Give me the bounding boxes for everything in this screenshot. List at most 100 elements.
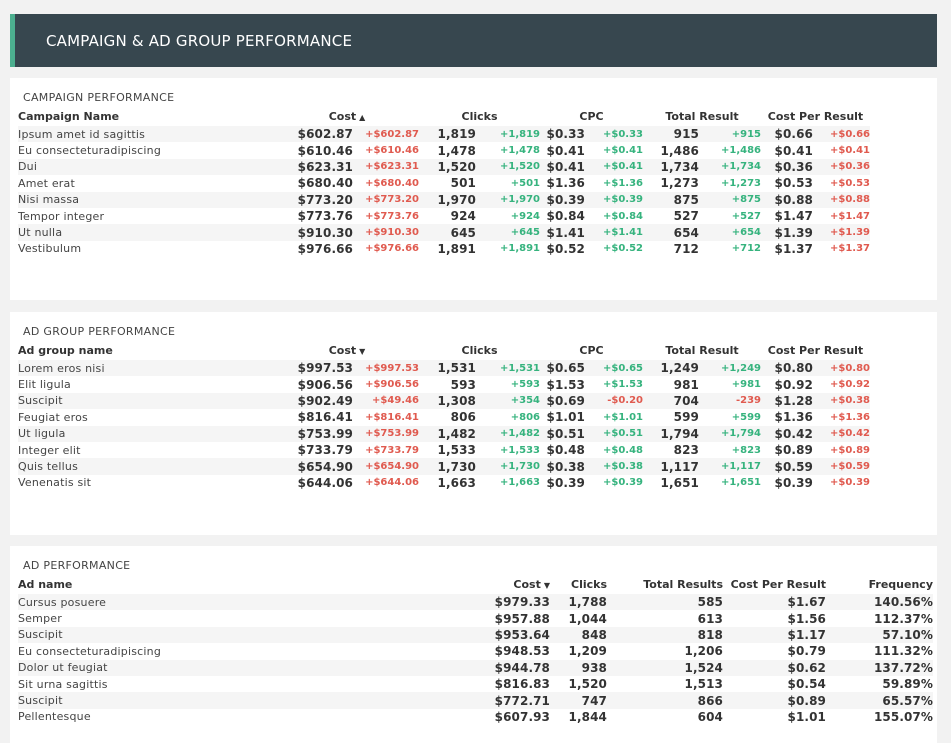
cpr-value: $0.59 xyxy=(774,459,813,474)
table-row[interactable]: Sit urna sagittis $816.83 1,520 1,513 $0.54 5… xyxy=(18,676,933,692)
row-name: Ipsum amet id sagittis xyxy=(18,127,146,141)
column-header-clicks[interactable]: Clicks xyxy=(461,344,498,357)
column-header-cost-per-result[interactable]: Cost Per Result xyxy=(767,110,864,123)
cpc-value: $0.41 xyxy=(546,159,585,174)
table-row[interactable]: Ut nulla $910.30 +$910.30 645 +645 $1.41 +$1.4… xyxy=(18,224,870,241)
result-delta: +1,794 xyxy=(720,428,761,440)
clicks-value: 1,308 xyxy=(437,393,476,408)
result-value: 527 xyxy=(673,209,699,224)
column-header-cost-per-result[interactable]: Cost Per Result xyxy=(767,344,864,357)
clicks-value: 593 xyxy=(450,377,476,392)
table-row[interactable]: Eu consecteturadipiscing $948.53 1,209 1,20… xyxy=(18,643,933,659)
table-row[interactable]: Pellentesque $607.93 1,844 604 $1.01 155.07% xyxy=(18,709,933,725)
column-header-frequency[interactable]: Frequency xyxy=(868,578,933,591)
table-row[interactable]: Tempor integer $773.76 +$773.76 924 +924 $0.8… xyxy=(18,208,870,224)
clicks-value: 1,478 xyxy=(437,143,476,158)
cpr-value: $0.80 xyxy=(774,361,813,376)
cpr-delta: +$0.42 xyxy=(829,428,870,440)
table-row[interactable]: Lorem eros nisi $997.53 +$997.53 1,531 +1,53… xyxy=(18,360,870,377)
cpc-delta: +$0.38 xyxy=(602,461,643,473)
clicks-value: 1,891 xyxy=(437,241,476,256)
column-header-cost[interactable]: Cost ▼ xyxy=(328,344,366,357)
column-header-ad-name[interactable]: Ad name xyxy=(18,578,73,591)
table-row[interactable]: Suscipit $772.71 747 866 $0.89 65.57% xyxy=(18,692,933,709)
table-row[interactable]: Amet erat $680.40 +$680.40 501 +501 $1.36 +$1.… xyxy=(18,175,870,191)
cost-value: $906.56 xyxy=(297,377,353,392)
cost-value: $654.90 xyxy=(297,459,353,474)
table-row[interactable]: Suscipit $953.64 848 818 $1.17 57.10% xyxy=(18,626,933,644)
row-name: Ut nulla xyxy=(18,226,63,240)
cost-value: $944.78 xyxy=(494,660,550,675)
clicks-delta: +1,970 xyxy=(499,194,540,206)
card-title: AD GROUP PERFORMANCE xyxy=(23,325,176,338)
cpc-value: $1.36 xyxy=(546,176,585,191)
row-name: Dolor ut feugiat xyxy=(18,661,108,675)
cpc-delta: +$0.51 xyxy=(602,428,643,440)
cpc-value: $0.41 xyxy=(546,143,585,158)
column-header-campaign-name[interactable]: Campaign Name xyxy=(18,110,120,123)
cpr-value: $0.62 xyxy=(787,660,826,675)
row-name: Integer elit xyxy=(18,443,81,457)
result-value: 1,249 xyxy=(660,361,699,376)
clicks-delta: +354 xyxy=(510,395,540,407)
column-header-total-result[interactable]: Total Result xyxy=(665,344,739,357)
column-header-clicks[interactable]: Clicks xyxy=(571,578,607,591)
table-row[interactable]: Venenatis sit $644.06 +$644.06 1,663 +1,663 $… xyxy=(18,475,870,491)
column-header-cost[interactable]: Cost ▲ xyxy=(328,110,366,123)
table-row[interactable]: Vestibulum $976.66 +$976.66 1,891 +1,891 $0.5… xyxy=(18,241,870,257)
cpr-value: $1.39 xyxy=(774,225,813,240)
cost-value: $607.93 xyxy=(494,709,550,724)
cpr-value: $1.67 xyxy=(787,595,826,610)
chevron-down-icon: ▼ xyxy=(359,347,366,356)
column-header-cost[interactable]: Cost ▼ xyxy=(513,578,550,591)
table-row[interactable]: Dui $623.31 +$623.31 1,520 +1,520 $0.41 +$0.41… xyxy=(18,158,870,176)
clicks-value: 806 xyxy=(450,410,476,425)
cpr-value: $0.41 xyxy=(774,143,813,158)
clicks-delta: +1,891 xyxy=(499,243,540,255)
column-header-cpc[interactable]: CPC xyxy=(579,110,604,123)
column-header-cpc[interactable]: CPC xyxy=(579,344,604,357)
table-row[interactable]: Cursus posuere $979.33 1,788 585 $1.67 140.56… xyxy=(18,594,933,611)
table-row[interactable]: Dolor ut feugiat $944.78 938 1,524 $0.62 137.… xyxy=(18,659,933,676)
column-header-clicks[interactable]: Clicks xyxy=(461,110,498,123)
table-row[interactable]: Semper $957.88 1,044 613 $1.56 112.37% xyxy=(18,610,933,626)
table-row[interactable]: Eu consecteturadipiscing $610.46 +$610.46 1… xyxy=(18,142,870,158)
cpr-value: $0.89 xyxy=(774,443,813,458)
column-header-total-results[interactable]: Total Results xyxy=(643,578,723,591)
frequency-value: 111.32% xyxy=(873,644,933,659)
clicks-value: 1,819 xyxy=(437,127,476,142)
campaign-performance-card: CAMPAIGN PERFORMANCE Campaign Name Cost ▲… xyxy=(10,78,937,300)
result-delta: +1,486 xyxy=(720,145,761,157)
table-row[interactable]: Suscipit $902.49 +$49.46 1,308 +354 $0.69 -$0.… xyxy=(18,392,870,410)
clicks-value: 1,482 xyxy=(437,426,476,441)
cpr-delta: +$0.53 xyxy=(829,177,870,189)
cost-value: $816.41 xyxy=(297,410,353,425)
cpc-value: $1.01 xyxy=(546,410,585,425)
table-row[interactable]: Elit ligula $906.56 +$906.56 593 +593 $1.53 +$… xyxy=(18,376,870,392)
table-row[interactable]: Nisi massa $773.20 +$773.20 1,970 +1,970 $0.3… xyxy=(18,191,870,208)
cost-delta: +$733.79 xyxy=(365,444,419,456)
ad-performance-card: AD PERFORMANCE Ad name Cost ▼ Clicks Tota… xyxy=(10,546,937,743)
cpr-delta: +$0.66 xyxy=(829,128,870,140)
cost-delta: +$654.90 xyxy=(365,461,419,473)
table-row[interactable]: Ut ligula $753.99 +$753.99 1,482 +1,482 $0.51… xyxy=(18,425,870,442)
cpr-delta: +$0.41 xyxy=(829,145,870,157)
result-value: 915 xyxy=(673,127,699,142)
chevron-up-icon: ▲ xyxy=(359,113,366,122)
cpr-delta: +$0.80 xyxy=(829,362,870,374)
table-row[interactable]: Feugiat eros $816.41 +$816.41 806 +806 $1.01 +… xyxy=(18,409,870,425)
column-header-total-result[interactable]: Total Result xyxy=(665,110,739,123)
column-header-cost-per-result[interactable]: Cost Per Result xyxy=(730,578,826,591)
cost-value: $772.71 xyxy=(494,693,550,708)
table-row[interactable]: Integer elit $733.79 +$733.79 1,533 +1,533 $0… xyxy=(18,442,870,458)
table-row[interactable]: Quis tellus $654.90 +$654.90 1,730 +1,730 $0.… xyxy=(18,458,870,475)
table-row[interactable]: Ipsum amet id sagittis $602.87 +$602.87 1,8… xyxy=(18,126,870,143)
column-header-ad-group-name[interactable]: Ad group name xyxy=(18,344,113,357)
results-value: 818 xyxy=(697,627,723,642)
cpr-value: $0.42 xyxy=(774,426,813,441)
row-name: Suscipit xyxy=(18,628,63,642)
row-name: Eu consecteturadipiscing xyxy=(18,144,162,158)
row-name: Cursus posuere xyxy=(18,595,107,609)
results-value: 1,513 xyxy=(684,677,723,692)
result-value: 1,734 xyxy=(660,159,699,174)
